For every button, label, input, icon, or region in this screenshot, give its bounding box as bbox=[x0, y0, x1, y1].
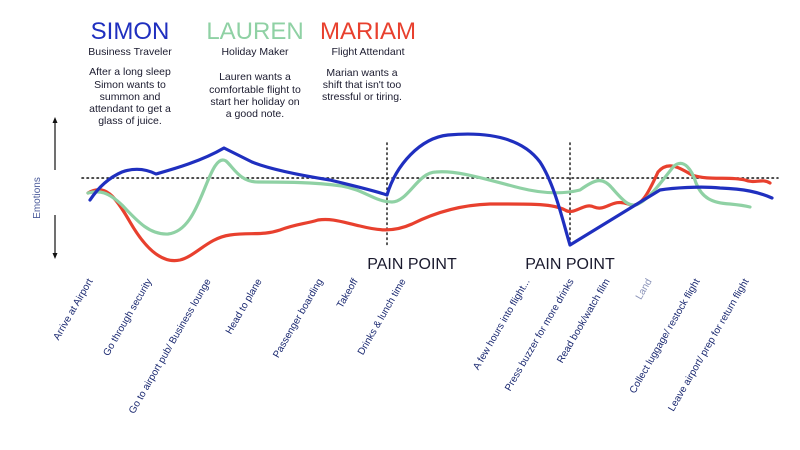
persona-desc-line: comfortable flight to bbox=[209, 84, 301, 96]
stage-label: Arrive at Airport bbox=[52, 277, 96, 342]
pain-point-label: PAIN POINT bbox=[367, 256, 457, 273]
emotions-axis: Emotions bbox=[32, 117, 58, 259]
persona-lauren: LAUREN Holiday Maker Lauren wants a comf… bbox=[206, 18, 303, 120]
persona-mariam: MARIAM Flight Attendant Marian wants a s… bbox=[320, 18, 416, 103]
stage-label: Passenger boarding bbox=[271, 277, 325, 360]
stage-label: Land bbox=[634, 277, 655, 302]
persona-desc-line: start her holiday on bbox=[210, 96, 299, 108]
stage-label: Head to plane bbox=[224, 277, 265, 337]
persona-name-simon: SIMON bbox=[91, 18, 170, 45]
emotions-axis-label: Emotions bbox=[32, 177, 43, 219]
persona-desc-line: attendant to get a bbox=[89, 103, 171, 115]
arrow-up-icon bbox=[52, 117, 58, 123]
stage-label: Leave airport/ prep for return flight bbox=[666, 277, 751, 414]
persona-desc-line: Simon wants to bbox=[94, 79, 166, 91]
persona-role-simon: Business Traveler bbox=[88, 46, 172, 58]
arrow-down-icon bbox=[52, 253, 58, 259]
emotion-curve-simon bbox=[88, 132, 774, 247]
stage-label: Takeoff bbox=[335, 277, 361, 310]
persona-role-mariam: Flight Attendant bbox=[332, 46, 405, 58]
persona-name-lauren: LAUREN bbox=[206, 18, 303, 45]
persona-desc-line: Lauren wants a bbox=[219, 71, 291, 83]
persona-desc-line: After a long sleep bbox=[89, 66, 171, 78]
persona-desc-line: glass of juice. bbox=[98, 115, 162, 127]
stage-label: Go through security bbox=[101, 277, 154, 358]
stage-labels: Arrive at Airport Go through security Go… bbox=[52, 277, 752, 416]
persona-desc-line: a good note. bbox=[226, 108, 284, 120]
persona-role-lauren: Holiday Maker bbox=[221, 46, 289, 58]
persona-desc-line: Marian wants a bbox=[326, 67, 397, 79]
persona-name-mariam: MARIAM bbox=[320, 18, 416, 45]
emotion-curve-lauren bbox=[86, 158, 752, 236]
stage-label: Drinks & lunch time bbox=[356, 277, 409, 357]
persona-desc-line: stressful or tiring. bbox=[322, 91, 402, 103]
pain-point-label: PAIN POINT bbox=[525, 256, 615, 273]
persona-desc-line: summon and bbox=[100, 91, 161, 103]
persona-simon: SIMON Business Traveler After a long sle… bbox=[88, 18, 172, 127]
persona-desc-line: shift that isn't too bbox=[323, 79, 402, 91]
emotion-curve-mariam bbox=[86, 164, 772, 263]
